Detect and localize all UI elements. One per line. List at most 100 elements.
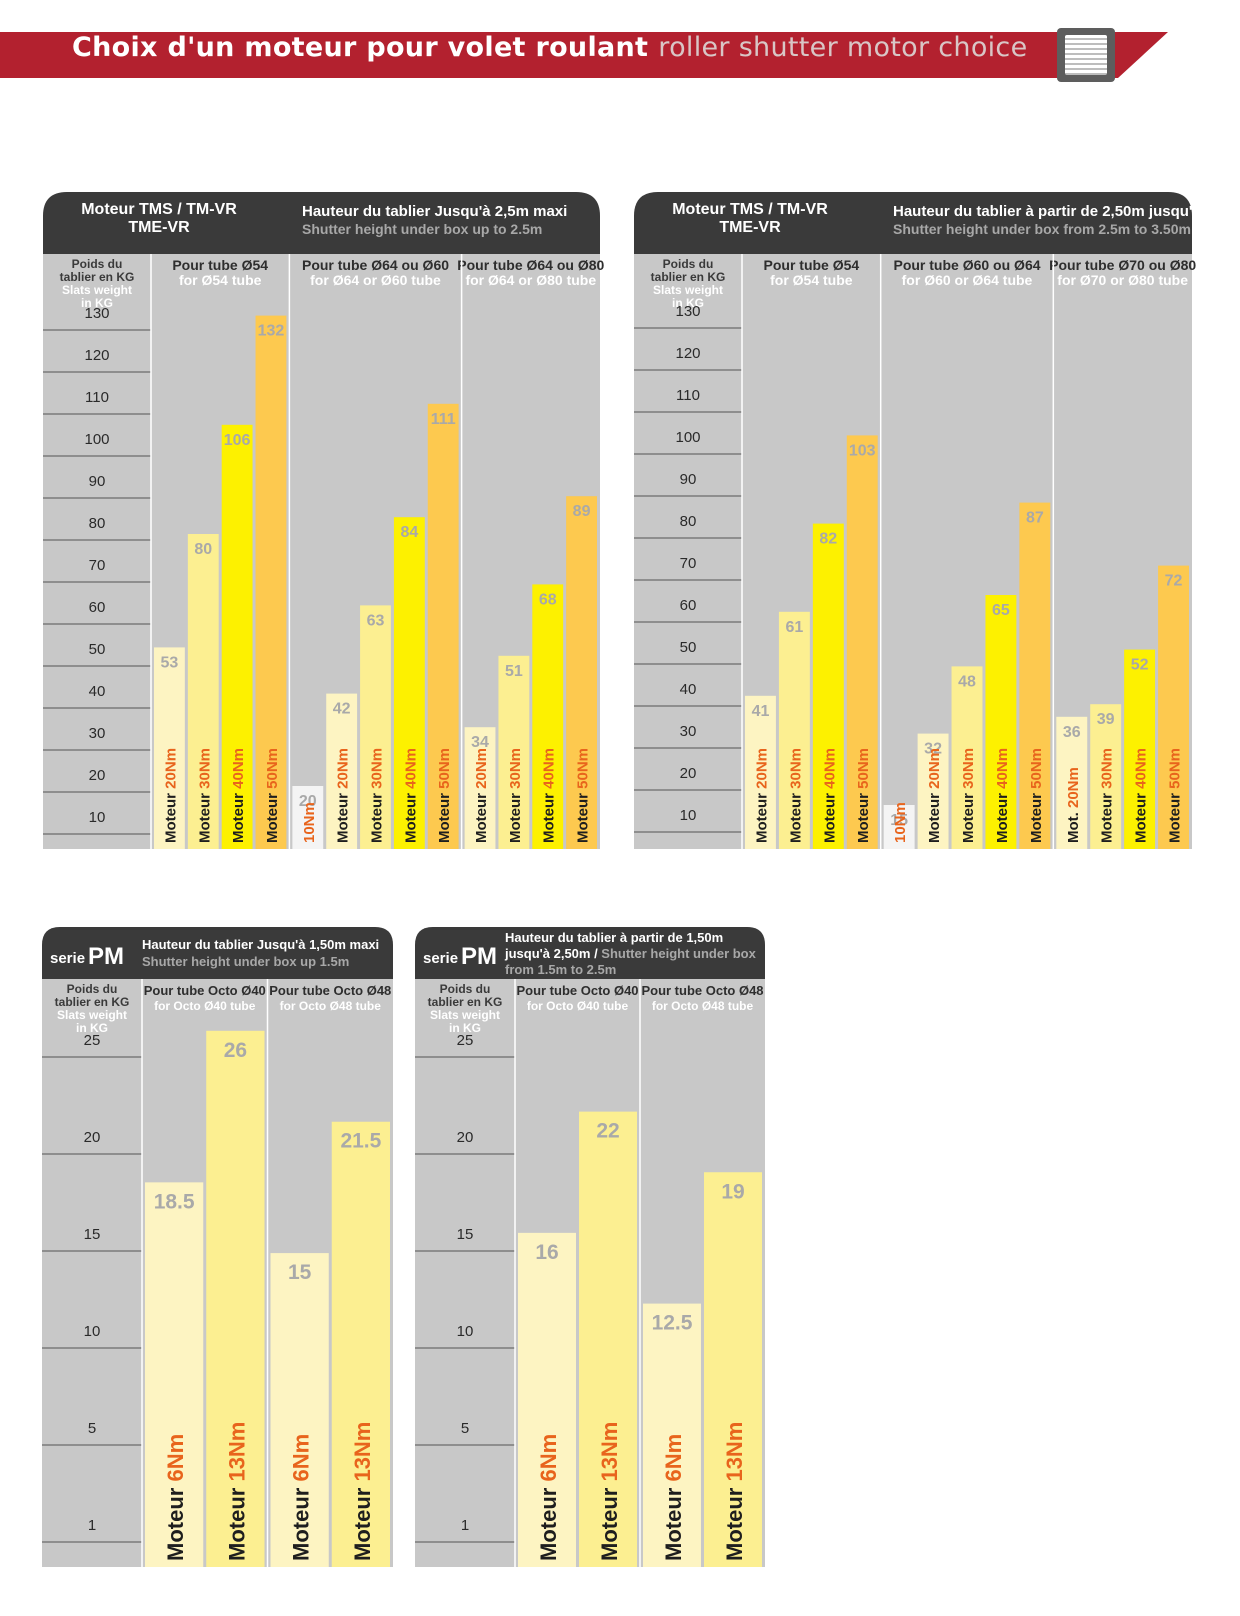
bar	[393, 517, 425, 849]
y-tick-label: 110	[85, 389, 109, 406]
bar-motor-label: Moteur 30Nm	[1099, 748, 1116, 843]
bar-motor-label: Moteur 40Nm	[230, 748, 247, 843]
bar-value-label: 103	[849, 442, 876, 459]
y-axis-label-en: Slats weight in KG	[62, 283, 132, 310]
y-tick-label: 50	[89, 641, 106, 658]
bar-value-label: 87	[1026, 510, 1044, 527]
bar	[579, 1111, 637, 1567]
bar-value-label: 132	[258, 323, 285, 340]
chart-content: serie PM Hauteur du tablier à partir de 1,…	[415, 930, 764, 1567]
bar-motor-label: Moteur 6Nm	[536, 1434, 561, 1561]
y-tick-label: 10	[457, 1323, 474, 1340]
chart-tms-up-to-2-5m: Moteur TMS / TM-VR TME-VR Hauteur du tabli…	[43, 192, 605, 850]
chart-motor-title: Moteur TMS / TM-VR TME-VR	[81, 201, 237, 236]
bar-value-label: 15	[890, 812, 908, 829]
bar-value-label: 61	[785, 619, 803, 636]
chart-height-fr-1: Hauteur du tablier à partir de 1,50m	[505, 930, 723, 945]
bar-motor-label: Moteur 50Nm	[436, 748, 453, 843]
bar-motor-label: Moteur 40Nm	[402, 748, 419, 843]
group-title-fr: Pour tube Octo Ø48	[641, 983, 763, 998]
y-axis-label-fr: Poids du tablier en KG	[60, 257, 135, 284]
bar	[1090, 704, 1122, 849]
y-tick-label: 30	[89, 725, 106, 742]
bar	[985, 595, 1017, 849]
group-title-fr: Pour tube Octo Ø40	[516, 983, 638, 998]
bar-value-label: 15	[288, 1261, 312, 1284]
bar-motor-label: Moteur 30Nm	[787, 748, 804, 843]
bar-value-label: 16	[535, 1241, 558, 1264]
bar	[206, 1030, 265, 1567]
chart-header	[42, 927, 393, 979]
bar	[643, 1303, 701, 1567]
bar-motor-label: Moteur 20Nm	[926, 748, 943, 843]
y-tick-label: 120	[84, 347, 109, 364]
bar	[566, 496, 597, 849]
bar-motor-label: Moteur 40Nm	[1133, 748, 1150, 843]
bar-motor-label: Moteur 13Nm	[597, 1422, 622, 1561]
group-title-en: for Ø64 or Ø80 tube	[465, 272, 596, 288]
y-tick-label: 10	[680, 807, 697, 824]
y-tick-label: 1	[88, 1517, 96, 1534]
y-tick-label: 80	[89, 515, 106, 532]
bar-value-label: 106	[224, 432, 251, 449]
y-axis-label-fr: Poids du tablier en KG	[428, 982, 503, 1009]
y-axis-label-fr: Poids du tablier en KG	[55, 982, 130, 1009]
bar-motor-label: Moteur 50Nm	[1167, 748, 1184, 843]
y-tick-label: 20	[84, 1129, 101, 1146]
bar	[331, 1121, 390, 1567]
chart-svg: serie PM Hauteur du tablier Jusqu'à 1,50m …	[42, 927, 393, 1567]
y-tick-label: 25	[457, 1032, 474, 1049]
bar-value-label: 22	[596, 1120, 619, 1143]
y-tick-label: 70	[89, 557, 106, 574]
y-tick-label: 40	[89, 683, 106, 700]
bar-motor-label: Moteur 50Nm	[264, 748, 281, 843]
bar-value-label: 53	[161, 654, 179, 671]
y-axis-label-en: Slats weight in KG	[653, 283, 723, 310]
bar-motor-label: Moteur 30Nm	[507, 748, 524, 843]
chart-height-fr: Hauteur du tablier Jusqu'à 1,50m maxi	[142, 937, 379, 952]
bar	[778, 611, 810, 849]
bar-value-label: 63	[367, 612, 385, 629]
chart-header	[415, 927, 765, 979]
group-title-en: for Ø54 tube	[770, 272, 853, 288]
bar	[1124, 649, 1156, 849]
bar-motor-label: Moteur 6Nm	[163, 1434, 188, 1561]
bar-value-label: 80	[194, 541, 212, 558]
bar-value-label: 82	[819, 531, 837, 548]
bar	[1056, 716, 1088, 849]
y-tick-label: 5	[88, 1420, 96, 1437]
bar-motor-label: Moteur 20Nm	[162, 748, 179, 843]
bar-motor-label: Moteur 20Nm	[335, 748, 352, 843]
bar-motor-label: Moteur 6Nm	[289, 1434, 314, 1561]
bar-value-label: 65	[992, 602, 1010, 619]
bar-value-label: 36	[1063, 724, 1081, 741]
y-tick-label: 100	[675, 429, 700, 446]
bar-motor-label: Moteur 30Nm	[196, 748, 213, 843]
bar-value-label: 84	[400, 524, 418, 541]
chart-header	[634, 192, 1192, 254]
y-tick-label: 100	[84, 431, 109, 448]
bar-motor-label: Moteur 50Nm	[855, 748, 872, 843]
bar	[427, 403, 459, 849]
bar	[846, 435, 878, 849]
bar-motor-label: Moteur 20Nm	[473, 748, 490, 843]
y-tick-label: 20	[89, 767, 106, 784]
chart-series-name: PM	[88, 943, 124, 970]
roller-shutter-icon	[1057, 28, 1115, 82]
y-tick-label: 10	[89, 809, 106, 826]
bar	[1019, 502, 1051, 849]
y-tick-label: 40	[680, 681, 697, 698]
group-title-fr: Pour tube Ø54	[172, 257, 268, 273]
bar	[883, 805, 915, 849]
bar-motor-label: 10Nm	[301, 802, 318, 843]
y-axis-label-fr: Poids du tablier en KG	[651, 257, 726, 284]
bar-motor-label: Moteur 13Nm	[224, 1422, 249, 1561]
group-title-fr: Pour tube Ø64 ou Ø60	[302, 257, 449, 273]
chart-tms-2-5m-to-3-5m: Moteur TMS / TM-VR TME-VR Hauteur du tabli…	[634, 192, 1240, 849]
page-banner: Choix d'un moteur pour volet roulant roll…	[0, 0, 1240, 100]
y-tick-label: 110	[676, 387, 700, 404]
bar	[464, 727, 496, 849]
bar-value-label: 48	[958, 673, 976, 690]
bar	[745, 695, 776, 849]
group-title-fr: Pour tube Ø54	[764, 257, 860, 273]
